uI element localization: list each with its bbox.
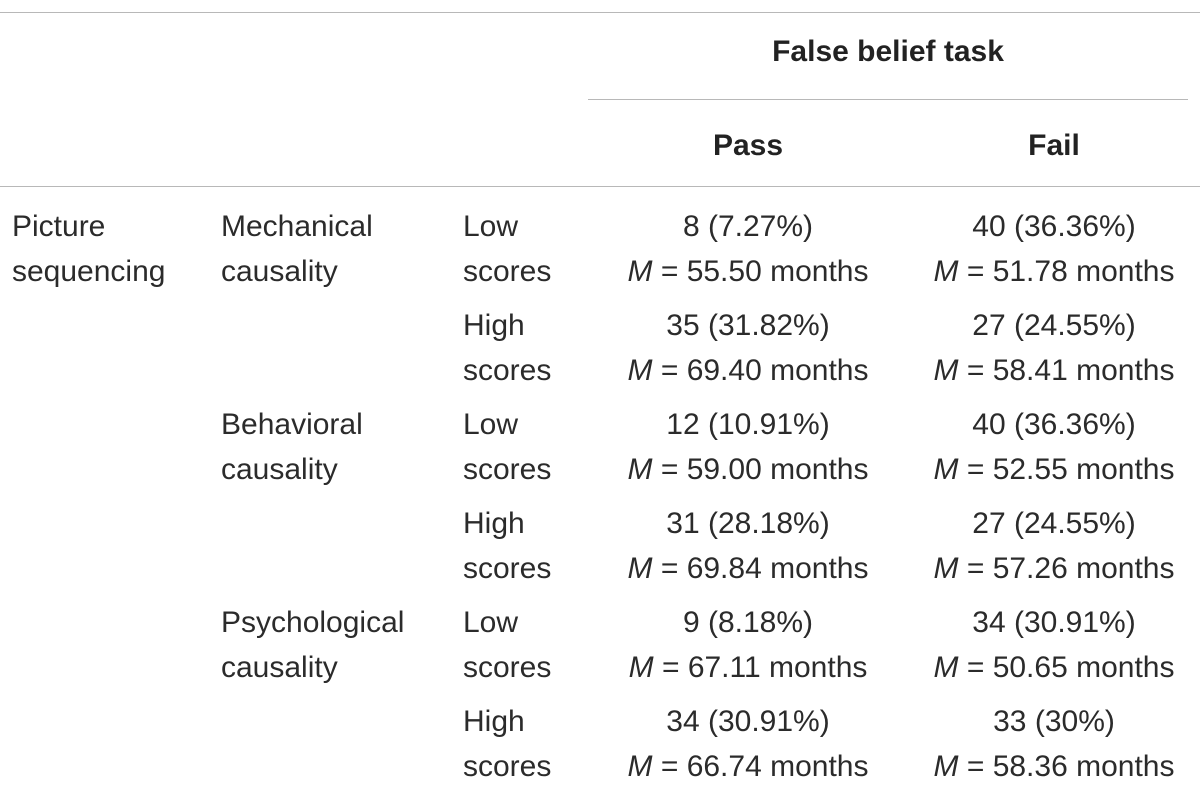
fail-count-cell: 40 (36.36%) xyxy=(972,210,1136,243)
score-level-line1: Low xyxy=(463,606,519,639)
score-level-line2: scores xyxy=(463,651,552,684)
pass-mean-value: = 69.40 months xyxy=(652,354,869,387)
header-bottom-rule xyxy=(0,186,1200,187)
score-level-line2: scores xyxy=(463,750,552,783)
pass-mean-cell: M = 69.84 months xyxy=(588,551,908,587)
fail-mean-cell: M = 58.41 months xyxy=(908,353,1200,389)
pass-count-cell: 35 (31.82%) xyxy=(666,309,830,342)
fail-mean-value: = 57.26 months xyxy=(958,552,1175,585)
top-rule xyxy=(0,12,1200,13)
pass-count-cell: 12 (10.91%) xyxy=(666,408,830,441)
fail-mean-value: = 52.55 months xyxy=(958,453,1175,486)
pass-count-cell: 31 (28.18%) xyxy=(666,507,830,540)
pass-mean-cell: M = 67.11 months xyxy=(588,650,908,686)
mean-symbol: M xyxy=(933,453,959,486)
score-level-line2: scores xyxy=(463,552,552,585)
mean-symbol: M xyxy=(627,255,653,288)
mean-symbol: M xyxy=(627,750,653,783)
pass-mean-value: = 66.74 months xyxy=(652,750,869,783)
fail-count-cell: 27 (24.55%) xyxy=(972,507,1136,540)
pass-count-cell: 8 (7.27%) xyxy=(682,210,814,243)
mean-symbol: M xyxy=(627,552,653,585)
category-label-line1: Behavioral xyxy=(221,408,363,441)
fail-mean-value: = 50.65 months xyxy=(958,651,1175,684)
fail-count-cell: 27 (24.55%) xyxy=(972,309,1136,342)
mean-symbol: M xyxy=(933,651,959,684)
mean-symbol: M xyxy=(933,552,959,585)
pass-mean-cell: M = 55.50 months xyxy=(588,254,908,290)
pass-mean-value: = 67.11 months xyxy=(653,651,868,684)
pass-count-cell: 9 (8.18%) xyxy=(682,606,814,639)
row-group-label-line2: sequencing xyxy=(12,255,166,288)
fail-column-header: Fail xyxy=(1028,129,1080,162)
score-level-line2: scores xyxy=(463,453,552,486)
category-label-line2: causality xyxy=(221,453,338,486)
fail-mean-value: = 58.41 months xyxy=(958,354,1175,387)
fail-mean-cell: M = 57.26 months xyxy=(908,551,1200,587)
fail-mean-cell: M = 50.65 months xyxy=(908,650,1200,686)
score-level-line2: scores xyxy=(463,255,552,288)
pass-count-cell: 34 (30.91%) xyxy=(666,705,830,738)
fail-mean-value: = 51.78 months xyxy=(958,255,1175,288)
pass-mean-value: = 69.84 months xyxy=(652,552,869,585)
category-label-line1: Mechanical xyxy=(221,210,373,243)
pass-mean-cell: M = 69.40 months xyxy=(588,353,908,389)
mean-symbol: M xyxy=(933,255,959,288)
score-level-line2: scores xyxy=(463,354,552,387)
fail-mean-value: = 58.36 months xyxy=(958,750,1175,783)
fail-mean-cell: M = 51.78 months xyxy=(908,254,1200,290)
score-level-line1: Low xyxy=(463,210,519,243)
category-label-line2: causality xyxy=(221,651,338,684)
fail-count-cell: 33 (30%) xyxy=(993,705,1115,738)
fail-count-cell: 34 (30.91%) xyxy=(972,606,1136,639)
mean-symbol: M xyxy=(627,354,653,387)
group-header-rule xyxy=(588,99,1188,100)
row-group-label-line1: Picture xyxy=(12,210,106,243)
pass-mean-cell: M = 59.00 months xyxy=(588,452,908,488)
score-level-line1: Low xyxy=(463,408,519,441)
pass-column-header: Pass xyxy=(712,129,784,162)
category-label-line2: causality xyxy=(221,255,338,288)
mean-symbol: M xyxy=(933,354,959,387)
pass-mean-cell: M = 66.74 months xyxy=(588,749,908,785)
fail-mean-cell: M = 58.36 months xyxy=(908,749,1200,785)
score-level-line1: High xyxy=(463,507,525,540)
score-level-line1: High xyxy=(463,309,525,342)
pass-mean-value: = 59.00 months xyxy=(652,453,869,486)
score-level-line1: High xyxy=(463,705,525,738)
pass-mean-value: = 55.50 months xyxy=(652,255,869,288)
category-label-line1: Psychological xyxy=(221,606,405,639)
mean-symbol: M xyxy=(628,651,654,684)
false-belief-task-header: False belief task xyxy=(772,35,1004,68)
mean-symbol: M xyxy=(933,750,959,783)
fail-mean-cell: M = 52.55 months xyxy=(908,452,1200,488)
fail-count-cell: 40 (36.36%) xyxy=(972,408,1136,441)
mean-symbol: M xyxy=(627,453,653,486)
